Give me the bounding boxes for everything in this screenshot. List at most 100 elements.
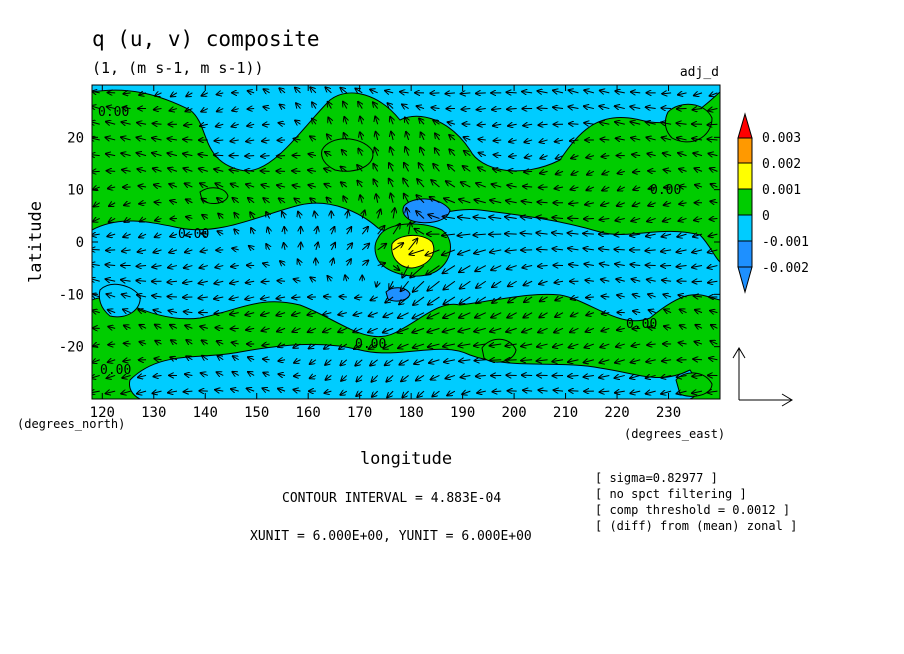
wind-vector (599, 106, 610, 109)
wind-vector (569, 344, 579, 347)
anomaly-negative-blue-north (402, 198, 451, 224)
wind-vector (325, 87, 332, 94)
wind-vector (310, 198, 317, 202)
island-green-2 (199, 187, 229, 204)
wind-vector (341, 375, 348, 380)
wind-vector (537, 360, 548, 361)
wind-vector (601, 328, 610, 331)
wind-vector (489, 217, 502, 219)
wind-vector (170, 109, 178, 111)
colorbar-swatch (737, 214, 753, 242)
wind-vector (105, 137, 116, 140)
wind-vector (461, 375, 471, 377)
wind-vector (199, 169, 208, 172)
wind-vector (184, 312, 193, 313)
wind-vector (460, 280, 471, 288)
wind-vector (506, 328, 517, 332)
wind-vector (331, 227, 334, 235)
wind-vector (458, 249, 471, 254)
wind-vector (246, 328, 255, 330)
wind-vector (583, 233, 594, 234)
wind-vector (139, 342, 147, 344)
wind-vector (139, 234, 147, 237)
wind-vector (361, 227, 368, 235)
colorbar-label: 0.002 (762, 157, 801, 172)
wind-vector (168, 391, 178, 393)
wind-vector (214, 281, 224, 283)
wind-vector (124, 326, 131, 329)
chart-subtitle: (1, (m s-1, m s-1)) (92, 59, 264, 77)
wind-vector (648, 327, 656, 328)
wind-vector (277, 185, 286, 187)
wind-vector (615, 360, 625, 363)
wind-vector (474, 250, 486, 254)
wind-vector (298, 212, 300, 219)
wind-vector (123, 93, 131, 94)
wind-vector (630, 264, 641, 265)
wind-vector (538, 390, 548, 391)
wind-vector (355, 359, 363, 366)
wind-vector (199, 281, 208, 283)
wind-vector (263, 107, 270, 109)
wind-vector (214, 155, 224, 156)
setting-line: [ sigma=0.82977 ] (595, 471, 718, 485)
wind-vector (138, 186, 147, 187)
wind-vector (554, 281, 564, 282)
wind-vector (475, 200, 486, 203)
wind-vector (555, 313, 564, 317)
wind-vector (427, 280, 440, 290)
wind-vector (492, 391, 502, 392)
wind-vector (677, 375, 687, 377)
wind-vector (540, 140, 548, 142)
wind-vector (138, 309, 147, 312)
colorbar-label: 0 (762, 209, 770, 224)
wind-vector (522, 201, 533, 203)
wind-vector (185, 250, 193, 252)
wind-vector (428, 344, 440, 347)
wind-vector (171, 340, 178, 344)
wind-vector (153, 375, 162, 376)
wind-vector (664, 203, 672, 205)
wind-vector (108, 344, 116, 345)
wind-vector (678, 218, 687, 221)
wind-vector (552, 233, 564, 234)
wind-vector (122, 250, 131, 251)
wind-vector (709, 234, 718, 236)
wind-vector (123, 309, 131, 312)
wind-vector (570, 328, 579, 332)
wind-vector (294, 139, 301, 140)
wind-vector (358, 149, 362, 156)
wind-vector (392, 243, 403, 251)
wind-vector (262, 328, 270, 331)
wind-vector (539, 312, 548, 318)
wind-vector (383, 312, 394, 317)
wind-vector (615, 375, 625, 378)
wind-vector (617, 328, 625, 330)
wind-vector (508, 280, 517, 286)
wind-vector (692, 391, 703, 393)
wind-vector (284, 243, 285, 250)
wind-vector (442, 249, 456, 255)
wind-vector (568, 107, 579, 109)
wind-vector (121, 280, 131, 282)
wind-vector (602, 313, 610, 314)
wind-vector (167, 281, 177, 282)
wind-vector (405, 117, 409, 125)
wind-vector (506, 250, 517, 251)
wind-vector (552, 217, 564, 218)
wind-vector (444, 360, 456, 362)
wind-vector (310, 360, 317, 364)
wind-vector (316, 227, 318, 235)
wind-vector (347, 211, 348, 219)
wind-vector (326, 375, 332, 379)
wind-vector (279, 198, 286, 202)
wind-vector (230, 140, 239, 141)
wind-vector (137, 153, 147, 156)
wind-vector (217, 109, 224, 112)
wind-vector (537, 217, 548, 218)
wind-vector (385, 359, 394, 365)
wind-vector (356, 375, 363, 381)
reference-vector-v-head (732, 347, 746, 359)
wind-vector (217, 198, 224, 203)
wind-vector (443, 312, 456, 318)
